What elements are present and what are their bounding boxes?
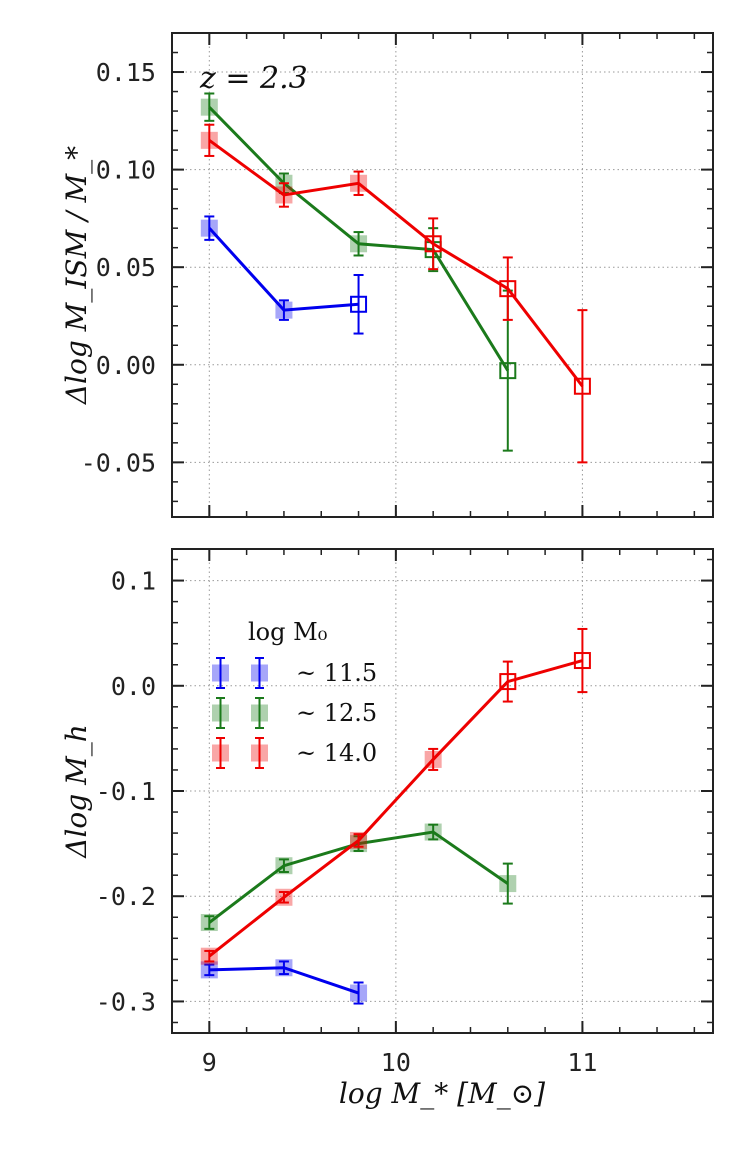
y-tick-label: -0.2 bbox=[96, 882, 156, 911]
legend-label: ~ 14.0 bbox=[296, 739, 377, 767]
data-point bbox=[350, 235, 368, 253]
data-point bbox=[424, 823, 442, 841]
legend-title: log M₀ bbox=[248, 618, 327, 646]
data-point bbox=[275, 301, 293, 319]
bottom-panel: 0.1 0.0 -0.1 -0.2 -0.3 9 10 11 Δlog M_h log M_*… bbox=[60, 548, 714, 1110]
data-point-open bbox=[573, 377, 591, 395]
legend-entry: ~ 12.5 bbox=[212, 697, 377, 729]
series-line bbox=[208, 659, 583, 958]
series-14.0 bbox=[200, 627, 591, 965]
legend-label: ~ 11.5 bbox=[296, 659, 377, 687]
series-11.5 bbox=[200, 215, 368, 335]
x-tick-label: 10 bbox=[381, 1048, 411, 1077]
data-point-open bbox=[499, 362, 517, 380]
data-point bbox=[200, 219, 218, 237]
series-11.5 bbox=[200, 959, 368, 1005]
bottom-grid bbox=[172, 549, 713, 1033]
top-y-axis-label: Δlog M_ISM / M_* bbox=[60, 146, 93, 405]
x-axis-label: log M_* [M_⊙] bbox=[339, 1077, 545, 1110]
series-line bbox=[208, 139, 584, 388]
data-point bbox=[275, 857, 293, 875]
series-line bbox=[208, 227, 359, 312]
data-point-open bbox=[424, 235, 442, 253]
data-point bbox=[200, 98, 218, 116]
y-tick-label: 0.10 bbox=[96, 156, 156, 185]
data-point bbox=[275, 888, 293, 906]
bottom-y-axis-label: Δlog M_h bbox=[60, 724, 93, 859]
y-tick-label: 0.00 bbox=[96, 351, 156, 380]
redshift-annotation: z = 2.3 bbox=[199, 61, 308, 96]
y-tick-label: 0.1 bbox=[111, 567, 156, 596]
top-ticks: 0.15 0.10 0.05 0.00 -0.05 bbox=[81, 32, 713, 517]
x-tick-label: 9 bbox=[202, 1048, 217, 1077]
legend-label: ~ 12.5 bbox=[296, 699, 377, 727]
legend-entry: ~ 11.5 bbox=[212, 657, 377, 689]
data-point-open bbox=[499, 280, 517, 298]
legend-entries: ~ 11.5 ~ 12.5 ~ 14.0 bbox=[212, 657, 377, 769]
top-marks bbox=[200, 92, 591, 464]
data-point-open bbox=[573, 652, 591, 670]
x-tick-label: 11 bbox=[567, 1048, 597, 1077]
legend-entry: ~ 14.0 bbox=[212, 737, 377, 769]
data-point bbox=[350, 984, 368, 1002]
y-tick-label: 0.05 bbox=[96, 253, 156, 282]
top-plot-frame bbox=[171, 32, 714, 518]
bottom-marks bbox=[200, 627, 591, 1005]
data-point bbox=[350, 174, 368, 192]
y-tick-label: 0.15 bbox=[96, 58, 156, 87]
y-tick-label: -0.1 bbox=[96, 777, 156, 806]
data-point bbox=[275, 186, 293, 204]
data-point bbox=[200, 961, 218, 979]
data-point-open bbox=[350, 295, 368, 313]
data-point bbox=[275, 959, 293, 977]
legend: log M₀ ~ 11.5 ~ 12.5 ~ 14.0 bbox=[212, 618, 377, 769]
top-panel: 0.15 0.10 0.05 0.00 -0.05 z = 2.3 Δlog M_ISM… bbox=[60, 32, 714, 518]
y-tick-label: -0.3 bbox=[96, 987, 156, 1016]
data-point bbox=[200, 914, 218, 932]
data-point bbox=[499, 875, 517, 893]
data-point bbox=[424, 750, 442, 768]
data-point bbox=[200, 131, 218, 149]
data-point bbox=[350, 831, 368, 849]
data-point-open bbox=[499, 673, 517, 691]
y-tick-label: 0.0 bbox=[111, 672, 156, 701]
data-point bbox=[200, 947, 218, 965]
y-tick-label: -0.05 bbox=[81, 448, 156, 477]
series-14.0 bbox=[200, 123, 591, 464]
bottom-ticks: 0.1 0.0 -0.1 -0.2 -0.3 9 10 11 bbox=[96, 549, 713, 1077]
